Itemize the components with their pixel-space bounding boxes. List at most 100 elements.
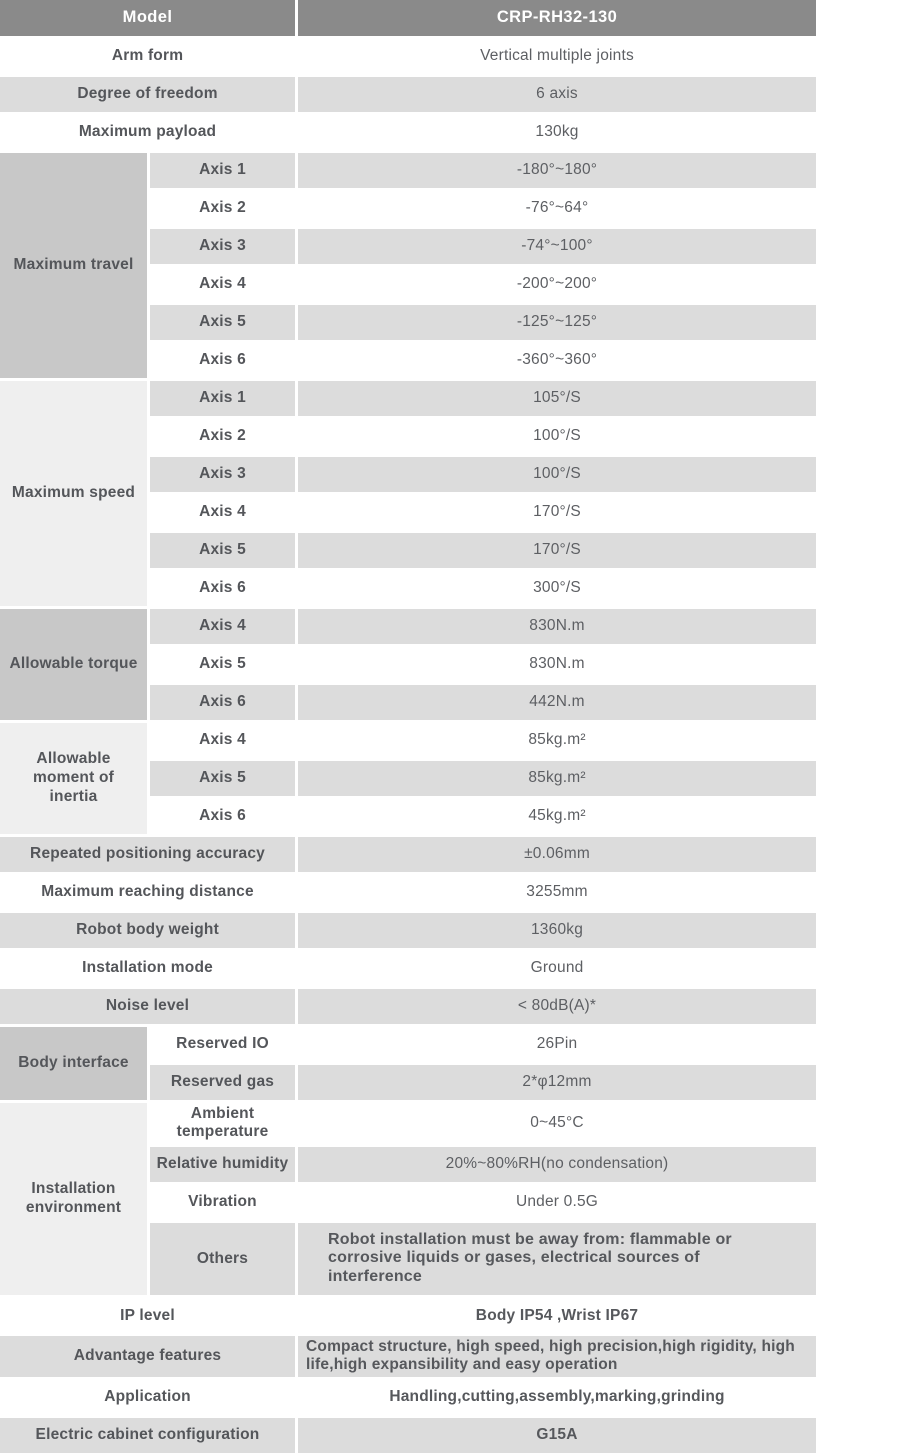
group-label: Body interface [0,1027,147,1100]
spec-label: Maximum payload [0,115,296,150]
spec-value: -200°~200° [298,267,817,302]
spec-row: Maximum speed Axis 1 105°/S [0,381,817,606]
spec-value: 100°/S [298,457,817,492]
spec-value: 3255mm [298,875,817,910]
spec-value: 170°/S [298,533,817,568]
robot-spec-table: Model CRP-RH32-130 Arm form Vertical multip… [0,0,817,1453]
spec-value: 130kg [298,115,817,150]
spec-value: Compact structure, high speed, high prec… [298,1336,817,1377]
spec-label: Arm form [0,39,296,74]
spec-row: Axis 2 100°/S [0,419,817,454]
spec-value: -180°~180° [298,153,817,188]
spec-value: 1360kg [298,913,817,948]
spec-row: Allowable moment of inertia Axis 4 85kg.m² [0,723,817,834]
spec-row: Maximum reaching distance 3255mm [0,875,817,910]
spec-value: 100°/S [298,419,817,454]
sub-label: Axis 5 [150,305,296,340]
spec-value: 85kg.m² [298,761,817,796]
spec-value: -360°~360° [298,343,817,378]
spec-label: Installation mode [0,951,296,986]
spec-value: 2*φ12mm [298,1065,817,1100]
spec-row: IP level Body IP54 ,Wrist IP67 [0,1298,817,1334]
sub-label: Axis 5 [150,533,296,568]
spec-value: 442N.m [298,685,817,720]
spec-row: Axis 5 -125°~125° [0,305,817,340]
spec-value: G15A [298,1417,817,1453]
spec-value: 0~45°C [298,1103,817,1144]
model-header-label: Model [0,0,296,36]
spec-label: Degree of freedom [0,77,296,112]
spec-label: Robot body weight [0,913,296,948]
sub-label: Axis 4 [150,723,296,758]
spec-row: Allowable torque Axis 4 830N.m [0,609,817,720]
spec-label: Advantage features [0,1336,296,1377]
spec-value: ±0.06mm [298,837,817,872]
sub-label: Relative humidity [150,1146,296,1182]
spec-row: Electric cabinet configuration G15A [0,1417,817,1453]
spec-row: Axis 5 170°/S [0,533,817,568]
sub-label: Axis 3 [150,229,296,264]
group-label: Maximum travel [0,153,147,378]
sub-label: Reserved IO [150,1027,296,1062]
spec-row: Axis 6 442N.m [0,685,817,720]
spec-row: Maximum payload 130kg [0,115,817,150]
sub-label: Axis 6 [150,343,296,378]
spec-row: Axis 2 -76°~64° [0,191,817,226]
spec-row: Repeated positioning accuracy ±0.06mm [0,837,817,872]
spec-row: Body interface Reserved IO 26Pin [0,1027,817,1100]
model-header-value: CRP-RH32-130 [298,0,817,36]
group-label: Allowable torque [0,609,147,720]
spec-label: Electric cabinet configuration [0,1417,296,1453]
spec-row: Noise level < 80dB(A)* [0,989,817,1024]
spec-row: Axis 6 300°/S [0,571,817,606]
sub-label: Others [150,1222,296,1296]
spec-value: 830N.m [298,647,817,682]
spec-value: 85kg.m² [298,723,817,758]
spec-row: Application Handling,cutting,assembly,mar… [0,1379,817,1415]
sub-label: Axis 1 [150,381,296,416]
sub-label: Axis 3 [150,457,296,492]
group-label: Installation environment [0,1103,147,1296]
spec-value: Ground [298,951,817,986]
spec-row: Degree of freedom 6 axis [0,77,817,112]
sub-label: Vibration [150,1184,296,1220]
spec-value: 45kg.m² [298,799,817,834]
spec-row: Axis 6 45kg.m² [0,799,817,834]
spec-row: Installation mode Ground [0,951,817,986]
spec-label: Noise level [0,989,296,1024]
spec-value: -76°~64° [298,191,817,226]
spec-row: Axis 3 -74°~100° [0,229,817,264]
spec-row: Others Robot installation must be away fr… [0,1222,817,1296]
sub-label: Axis 4 [150,609,296,644]
group-label: Allowable moment of inertia [0,723,147,834]
sub-label: Axis 1 [150,153,296,188]
spec-row: Axis 4 170°/S [0,495,817,530]
spec-value: -74°~100° [298,229,817,264]
group-label: Maximum speed [0,381,147,606]
spec-value: Robot installation must be away from: fl… [298,1222,817,1296]
spec-row: Arm form Vertical multiple joints [0,39,817,74]
spec-row: Relative humidity 20%~80%RH(no condensati… [0,1146,817,1182]
spec-value: 6 axis [298,77,817,112]
sub-label: Axis 2 [150,419,296,454]
spec-label: Repeated positioning accuracy [0,837,296,872]
sub-label: Axis 6 [150,685,296,720]
spec-value: -125°~125° [298,305,817,340]
spec-row: Vibration Under 0.5G [0,1184,817,1220]
spec-row: Axis 3 100°/S [0,457,817,492]
spec-value: 20%~80%RH(no condensation) [298,1146,817,1182]
spec-row: Axis 6 -360°~360° [0,343,817,378]
spec-row: Axis 5 85kg.m² [0,761,817,796]
sub-label: Reserved gas [150,1065,296,1100]
sub-label: Axis 6 [150,571,296,606]
spec-value: 170°/S [298,495,817,530]
spec-row: Axis 5 830N.m [0,647,817,682]
model-header-row: Model CRP-RH32-130 [0,0,817,36]
sub-label: Axis 5 [150,647,296,682]
sub-label: Ambient temperature [150,1103,296,1144]
spec-value: 105°/S [298,381,817,416]
sub-label: Axis 5 [150,761,296,796]
sub-label: Axis 6 [150,799,296,834]
spec-value: Under 0.5G [298,1184,817,1220]
